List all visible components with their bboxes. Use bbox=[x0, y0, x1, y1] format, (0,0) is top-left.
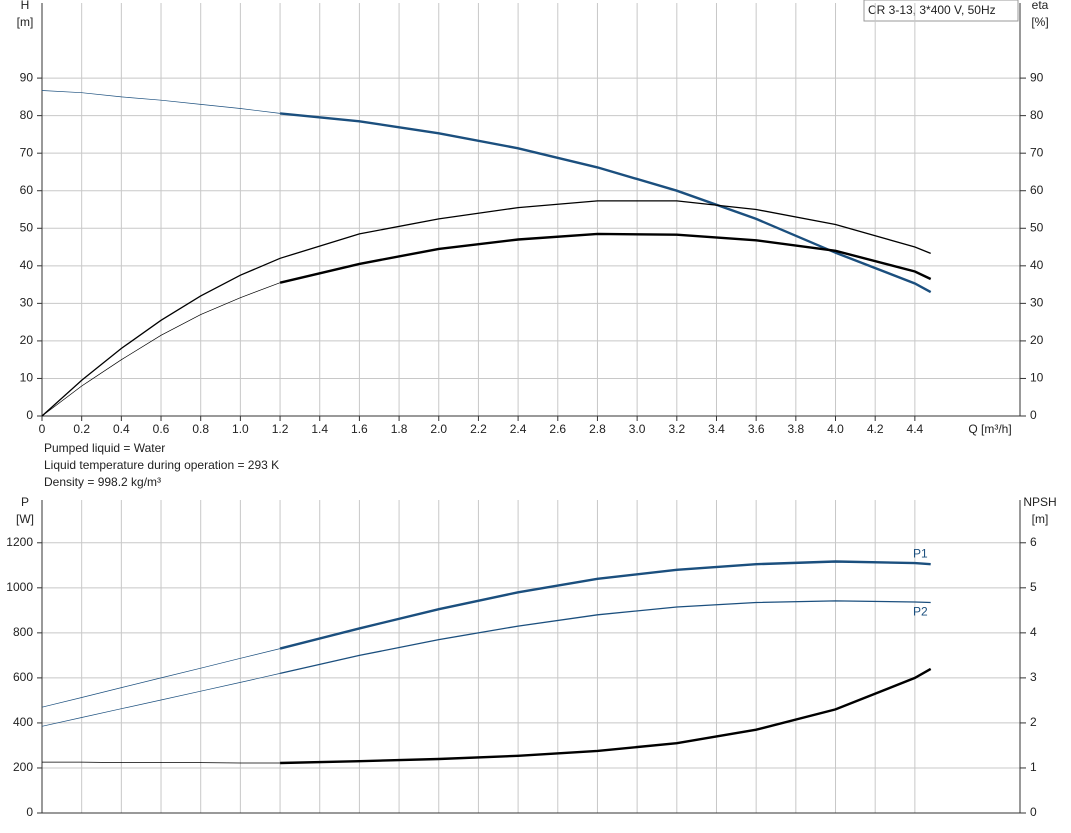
curve bbox=[280, 667, 932, 765]
y-tick-label: 50 bbox=[20, 220, 34, 234]
y2-tick-label: 60 bbox=[1030, 183, 1044, 197]
y2-tick-label: 40 bbox=[1030, 258, 1044, 272]
y2-tick-label: 2 bbox=[1030, 715, 1037, 729]
x-tick-label: 2.4 bbox=[510, 422, 527, 436]
y-tick-label: 1200 bbox=[6, 535, 33, 549]
y2-tick-label: 3 bbox=[1030, 670, 1037, 684]
y2-tick-label: 4 bbox=[1030, 625, 1037, 639]
y-tick-label: 0 bbox=[26, 805, 33, 819]
x-tick-label: 2.2 bbox=[470, 422, 487, 436]
y-tick-label: 600 bbox=[13, 670, 33, 684]
x-tick-label: 2.8 bbox=[589, 422, 606, 436]
y2-tick-label: 10 bbox=[1030, 371, 1044, 385]
note: Liquid temperature during operation = 29… bbox=[44, 458, 279, 472]
x-tick-label: 0.2 bbox=[73, 422, 90, 436]
y-tick-label: 30 bbox=[20, 296, 34, 310]
y2-tick-label: 1 bbox=[1030, 760, 1037, 774]
y-tick-label: 60 bbox=[20, 183, 34, 197]
curve bbox=[41, 282, 281, 417]
y2-axis-label: NPSH bbox=[1023, 495, 1056, 509]
x-tick-label: 4.4 bbox=[907, 422, 924, 436]
y-axis-label: P bbox=[21, 495, 29, 509]
y-axis-unit: [W] bbox=[16, 512, 34, 526]
y-tick-label: 200 bbox=[13, 760, 33, 774]
curve bbox=[41, 200, 931, 417]
annotation: CR 3-13, 3*400 V, 50Hz bbox=[868, 3, 996, 17]
y-axis-label: H bbox=[21, 0, 30, 12]
y2-axis-label: eta bbox=[1032, 0, 1049, 12]
x-axis-label: Q [m³/h] bbox=[968, 422, 1011, 436]
series-label: P2 bbox=[913, 605, 928, 619]
y2-tick-label: 5 bbox=[1030, 580, 1037, 594]
curve bbox=[279, 232, 932, 284]
y-tick-label: 1000 bbox=[6, 580, 33, 594]
x-tick-label: 4.2 bbox=[867, 422, 884, 436]
y-tick-label: 80 bbox=[20, 108, 34, 122]
y2-tick-label: 6 bbox=[1030, 535, 1037, 549]
y-tick-label: 10 bbox=[20, 371, 34, 385]
y2-tick-label: 0 bbox=[1030, 805, 1037, 819]
x-tick-label: 2.6 bbox=[549, 422, 566, 436]
y-tick-label: 90 bbox=[20, 70, 34, 84]
curve bbox=[41, 673, 281, 727]
x-tick-label: 1.2 bbox=[272, 422, 289, 436]
x-tick-label: 0 bbox=[39, 422, 46, 436]
y2-tick-label: 80 bbox=[1030, 108, 1044, 122]
x-tick-label: 1.8 bbox=[391, 422, 408, 436]
y2-tick-label: 0 bbox=[1030, 408, 1037, 422]
y2-tick-label: 50 bbox=[1030, 220, 1044, 234]
x-tick-label: 3.8 bbox=[787, 422, 804, 436]
x-tick-label: 3.2 bbox=[668, 422, 685, 436]
x-tick-label: 0.6 bbox=[153, 422, 170, 436]
curve bbox=[41, 648, 281, 708]
y-axis-unit: [m] bbox=[17, 15, 34, 29]
x-tick-label: 3.0 bbox=[629, 422, 646, 436]
curve bbox=[279, 560, 931, 650]
y2-tick-label: 20 bbox=[1030, 333, 1044, 347]
x-tick-label: 3.4 bbox=[708, 422, 725, 436]
y-tick-label: 400 bbox=[13, 715, 33, 729]
x-tick-label: 1.4 bbox=[311, 422, 328, 436]
curve bbox=[42, 761, 281, 764]
x-tick-label: 1.6 bbox=[351, 422, 368, 436]
y2-axis-unit: [%] bbox=[1031, 15, 1048, 29]
y-tick-label: 0 bbox=[26, 408, 33, 422]
y2-tick-label: 30 bbox=[1030, 296, 1044, 310]
y2-tick-label: 70 bbox=[1030, 145, 1044, 159]
x-tick-label: 2.0 bbox=[430, 422, 447, 436]
y-tick-label: 70 bbox=[20, 145, 34, 159]
x-tick-label: 4.0 bbox=[827, 422, 844, 436]
note: Density = 998.2 kg/m³ bbox=[44, 475, 161, 489]
y2-axis-unit: [m] bbox=[1032, 512, 1049, 526]
note: Pumped liquid = Water bbox=[44, 441, 165, 455]
y-tick-label: 800 bbox=[13, 625, 33, 639]
series-label: P1 bbox=[913, 546, 928, 560]
y2-tick-label: 90 bbox=[1030, 70, 1044, 84]
y-tick-label: 40 bbox=[20, 258, 34, 272]
y-tick-label: 20 bbox=[20, 333, 34, 347]
curve bbox=[279, 112, 932, 294]
x-tick-label: 0.8 bbox=[192, 422, 209, 436]
x-tick-label: 1.0 bbox=[232, 422, 249, 436]
curve bbox=[41, 90, 281, 114]
curve bbox=[279, 600, 931, 675]
annotation-box bbox=[863, 0, 1019, 22]
x-tick-label: 0.4 bbox=[113, 422, 130, 436]
x-tick-label: 3.6 bbox=[748, 422, 765, 436]
